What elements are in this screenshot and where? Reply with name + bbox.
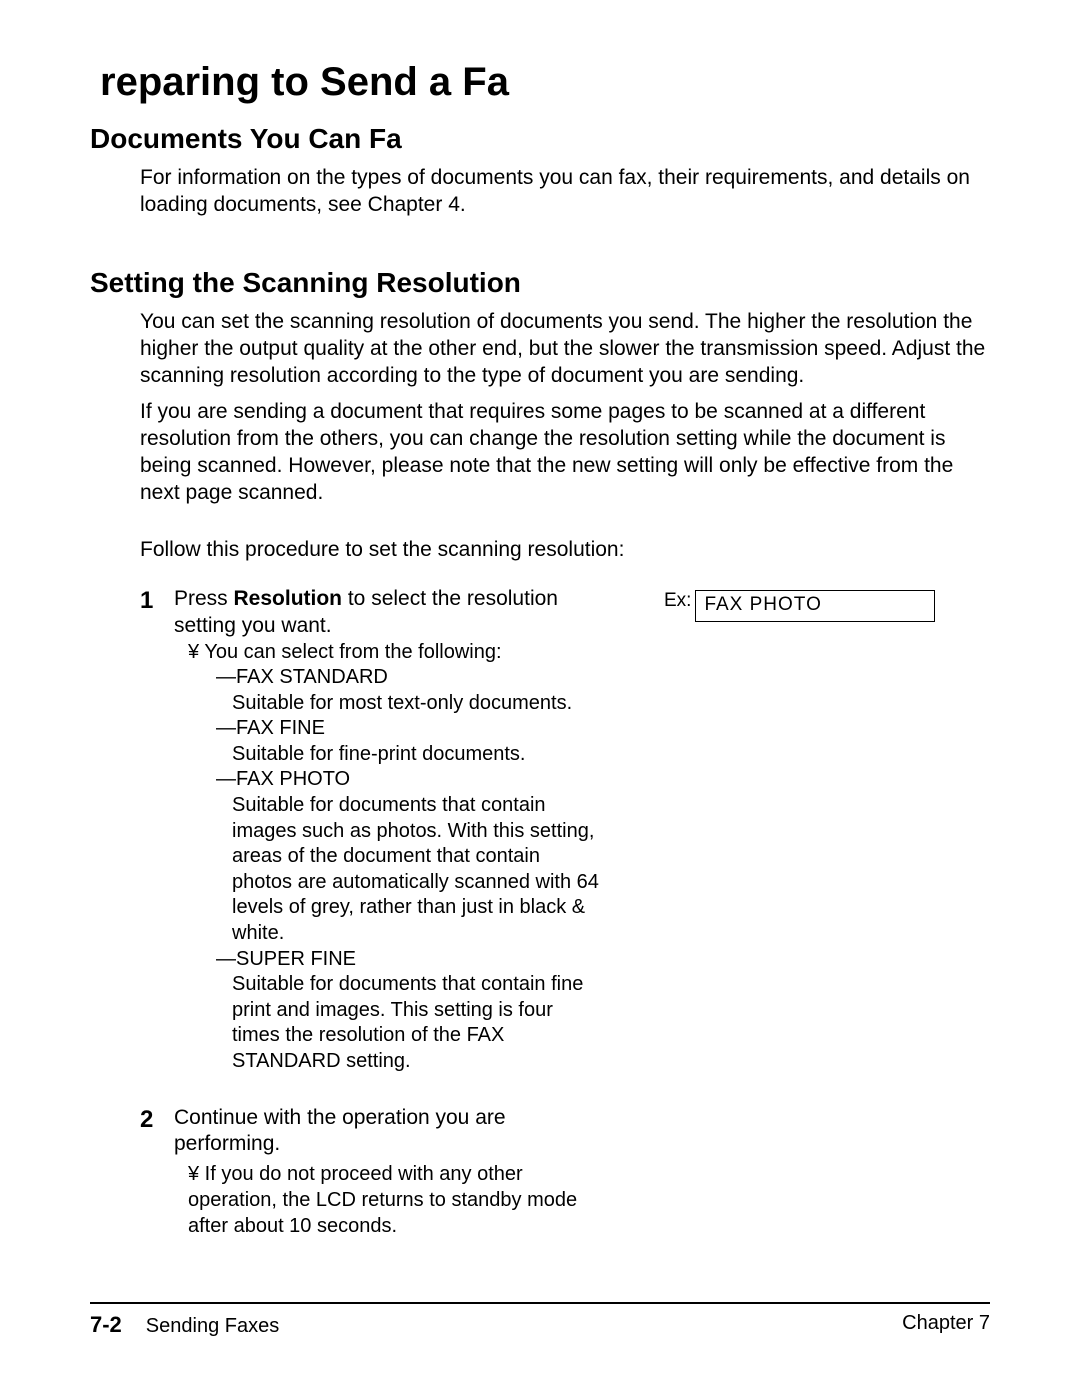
footer-left: 7-2 Sending Faxes (90, 1312, 279, 1338)
example-display: Ex: FAX PHOTO (664, 586, 990, 622)
option-label-superfine: —SUPER FINE (216, 947, 604, 973)
step-2-content: Continue with the operation you are perf… (174, 1105, 604, 1240)
page-footer: 7-2 Sending Faxes Chapter 7 (90, 1302, 990, 1338)
step-number: 1 (140, 586, 174, 616)
step1-text-bold: Resolution (234, 587, 343, 610)
option-desc-photo: Suitable for documents that contain imag… (232, 793, 604, 947)
option-desc-standard: Suitable for most text-only documents. (232, 691, 604, 717)
option-desc-fine: Suitable for fine-print documents. (232, 742, 604, 768)
step1-subintro: ¥ You can select from the following: (188, 640, 604, 666)
step-2: 2 Continue with the operation you are pe… (140, 1105, 990, 1240)
bullet-icon: ¥ (188, 641, 199, 663)
step-number: 2 (140, 1105, 174, 1135)
page-number: 7-2 (90, 1312, 122, 1338)
option-label-standard: —FAX STANDARD (216, 665, 604, 691)
section2-para2: If you are sending a document that requi… (140, 399, 990, 507)
step1-text-a: Press (174, 587, 234, 610)
step1-subintro-text: You can select from the following: (199, 641, 501, 663)
page-title: reparing to Send a Fa (100, 60, 990, 105)
step-1: 1 Press Resolution to select the resolut… (140, 586, 990, 1075)
option-label-fine: —FAX FINE (216, 716, 604, 742)
section2-para1: You can set the scanning resolution of d… (140, 309, 990, 390)
step-1-content: Press Resolution to select the resolutio… (174, 586, 604, 1075)
step2-note-text: If you do not proceed with any other ope… (188, 1163, 577, 1236)
section1-body: For information on the types of document… (140, 165, 990, 219)
section-heading-documents: Documents You Can Fa (90, 123, 990, 155)
footer-chapter: Chapter 7 (902, 1312, 990, 1338)
steps: 1 Press Resolution to select the resolut… (140, 586, 990, 1239)
page: reparing to Send a Fa Documents You Can … (0, 0, 1080, 1388)
option-label-photo: —FAX PHOTO (216, 767, 604, 793)
footer-section-name: Sending Faxes (146, 1315, 279, 1338)
bullet-icon: ¥ (188, 1163, 199, 1185)
step2-text: Continue with the operation you are perf… (174, 1106, 506, 1156)
example-label: Ex: (664, 590, 691, 613)
option-desc-superfine: Suitable for documents that contain fine… (232, 972, 604, 1074)
section-heading-resolution: Setting the Scanning Resolution (90, 267, 990, 299)
section2-para3: Follow this procedure to set the scannin… (140, 537, 990, 564)
section1-para: For information on the types of document… (140, 165, 990, 219)
footer-rule (90, 1302, 990, 1304)
step2-note: ¥ If you do not proceed with any other o… (188, 1162, 604, 1239)
section2-body: You can set the scanning resolution of d… (140, 309, 990, 1239)
lcd-display: FAX PHOTO (695, 590, 935, 622)
